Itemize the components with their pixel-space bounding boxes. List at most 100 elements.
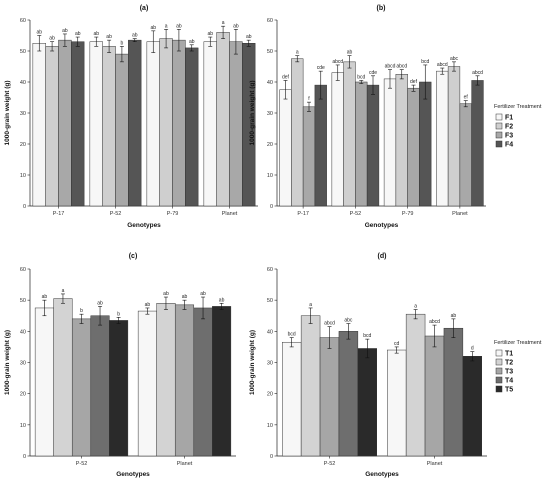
significance-letter: ab: [176, 23, 182, 29]
legend-label: T2: [505, 360, 513, 367]
x-axis-label: Genotypes: [365, 471, 399, 478]
bar: [419, 81, 432, 207]
bar: [172, 39, 186, 207]
x-tick-label: P-79: [167, 211, 179, 217]
y-tick-label: 40: [267, 80, 273, 86]
significance-letter: ab: [62, 28, 68, 34]
bar: [319, 337, 340, 457]
y-tick-label: 0: [270, 204, 273, 210]
bar: [128, 39, 142, 207]
bar: [212, 306, 232, 457]
bar: [357, 348, 378, 457]
y-tick-label: 40: [20, 329, 26, 335]
bar: [71, 318, 92, 457]
bar: [53, 298, 73, 457]
y-tick-label: 10: [20, 423, 26, 429]
significance-letter: def: [410, 79, 418, 85]
significance-letter: b: [117, 311, 120, 317]
y-tick-label: 50: [20, 49, 26, 55]
legend-swatch: [495, 349, 503, 357]
legend-swatch: [495, 376, 503, 384]
significance-letter: abcd: [332, 59, 343, 65]
significance-letter: ab: [200, 291, 206, 297]
y-tick-label: 0: [23, 204, 26, 210]
significance-letter: abcd: [437, 62, 448, 68]
bar: [462, 356, 483, 457]
y-tick-label: 0: [270, 454, 273, 460]
significance-letter: def: [282, 74, 290, 80]
legend-label: F4: [505, 142, 513, 149]
bar: [291, 58, 304, 207]
x-tick-label: Planet: [177, 461, 193, 467]
legend-label: F1: [505, 115, 513, 122]
x-axis-label: Genotypes: [127, 222, 161, 229]
bar: [146, 41, 160, 207]
significance-letter: ab: [182, 294, 188, 300]
y-tick-label: 30: [267, 111, 273, 117]
legend-swatch: [495, 113, 503, 121]
y-tick-label: 30: [20, 361, 26, 367]
legend-swatch: [495, 385, 503, 393]
y-tick-label: 60: [267, 18, 273, 24]
significance-letter: ab: [49, 36, 55, 42]
significance-letter: cd: [394, 341, 400, 347]
y-tick-label: 30: [267, 361, 273, 367]
bar: [343, 61, 356, 207]
bar: [387, 349, 407, 457]
y-tick-label: 60: [267, 267, 273, 273]
chart-panel-3: (c) 0 10 20 30 40 50 60 1000-grain weight (g) Gen…: [4, 253, 236, 478]
y-tick-label: 40: [267, 329, 273, 335]
chart-title: (c): [129, 253, 138, 260]
significance-letter: cde: [369, 70, 377, 76]
significance-letter: ab: [36, 30, 42, 36]
legend-label: T4: [505, 378, 513, 385]
x-tick-label: P-52: [76, 461, 88, 467]
significance-letter: a: [296, 50, 299, 56]
y-axis-label: 1000-grain weight (g): [249, 330, 256, 395]
legend-swatch: [495, 358, 503, 366]
bar: [185, 47, 199, 207]
significance-letter: ab: [207, 31, 213, 37]
significance-letter: bcd: [421, 59, 429, 65]
y-axis-label: 1000-grain weight (g): [4, 80, 11, 145]
bar: [424, 335, 445, 457]
bar: [203, 41, 217, 207]
significance-letter: ab: [347, 50, 353, 56]
significance-letter: ef: [464, 95, 469, 101]
legend: Fertilizer Treatment T1 T2 T3 T4 T5: [494, 340, 542, 394]
bar: [109, 320, 129, 457]
chart-panel-4: (d) 0 10 20 30 40 50 60 1000-grain weight (g) Gen…: [249, 253, 542, 478]
significance-letter: bcd: [357, 74, 365, 80]
significance-letter: abcd: [429, 319, 440, 325]
y-tick-label: 50: [20, 298, 26, 304]
significance-letter: ab: [246, 34, 252, 40]
bar: [193, 307, 213, 457]
bar: [159, 38, 173, 207]
x-tick-label: P-17: [53, 211, 65, 217]
significance-letter: a: [165, 23, 168, 29]
legend-label: T3: [505, 369, 513, 376]
significance-letter: ab: [97, 300, 103, 306]
bar: [355, 81, 368, 207]
significance-letter: cde: [317, 65, 325, 71]
x-tick-label: P-52: [350, 211, 362, 217]
significance-letter: ab: [233, 23, 239, 29]
bar: [32, 43, 46, 207]
significance-letter: f: [308, 96, 310, 102]
bar: [383, 78, 397, 207]
legend-label: F2: [505, 124, 513, 131]
bar: [407, 87, 420, 207]
legend-title: Fertilizer Treatment: [494, 104, 542, 110]
bar: [366, 84, 380, 207]
significance-letter: a: [222, 20, 225, 26]
bar: [34, 307, 54, 457]
significance-letter: abcd: [396, 64, 407, 70]
significance-letter: ab: [75, 31, 81, 37]
x-tick-label: Planet: [452, 211, 468, 217]
y-tick-label: 10: [20, 173, 26, 179]
significance-letter: a: [414, 304, 417, 310]
y-tick-label: 10: [267, 423, 273, 429]
bar: [90, 315, 110, 457]
significance-letter: abc: [344, 318, 353, 324]
